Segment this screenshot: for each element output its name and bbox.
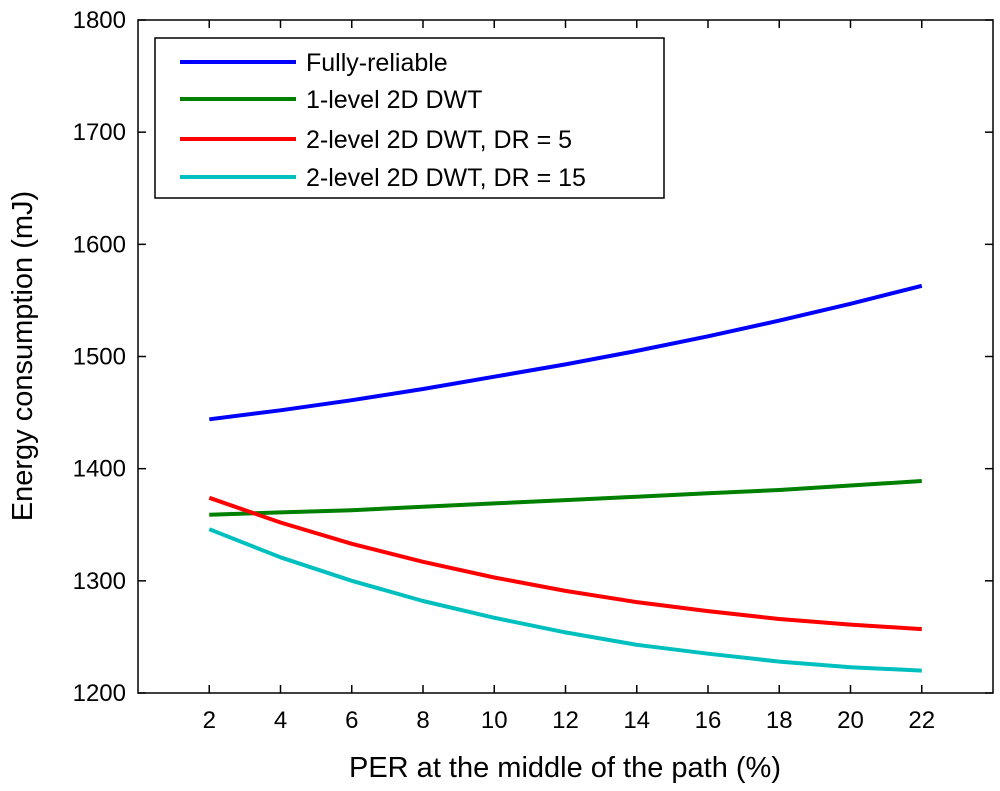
legend-box — [154, 37, 665, 199]
y-tick-label: 1500 — [73, 344, 126, 371]
y-tick-label: 1300 — [73, 568, 126, 595]
x-tick-label: 22 — [908, 707, 935, 734]
series-line-2-level-dwt-dr5 — [208, 495, 922, 632]
legend-label-fully-reliable: Fully-reliable — [306, 49, 448, 77]
y-axis-ticks: 1200 1300 1400 1500 1600 1700 1800 — [73, 7, 993, 707]
y-tick-label: 1200 — [73, 680, 126, 707]
legend-label-2-level-dwt-dr15: 2-level 2D DWT, DR = 15 — [306, 164, 586, 192]
y-tick-label: 1700 — [73, 119, 126, 146]
x-axis-ticks: 2 4 6 8 10 12 14 16 18 20 22 — [203, 20, 935, 734]
x-tick-label: 12 — [552, 707, 579, 734]
series-line-fully-reliable — [209, 283, 923, 422]
y-axis-label: Energy consumption (mJ) — [7, 191, 39, 521]
x-tick-label: 18 — [766, 707, 793, 734]
x-axis-label: PER at the middle of the path (%) — [349, 752, 781, 784]
y-tick-label: 1600 — [73, 231, 126, 258]
x-tick-label: 16 — [695, 707, 722, 734]
y-tick-label: 1400 — [73, 456, 126, 483]
x-tick-label: 2 — [203, 707, 216, 734]
legend: Fully-reliable 1-level 2D DWT 2-level 2D… — [154, 37, 665, 199]
y-tick-label: 1800 — [73, 7, 126, 34]
series-line-2-level-dwt-dr15 — [208, 527, 922, 673]
legend-label-1-level-dwt: 1-level 2D DWT — [306, 86, 482, 114]
series-line-1-level-dwt — [209, 479, 922, 517]
x-tick-label: 6 — [345, 707, 358, 734]
x-tick-label: 20 — [837, 707, 864, 734]
x-tick-label: 10 — [481, 707, 508, 734]
x-tick-label: 8 — [416, 707, 429, 734]
x-tick-label: 4 — [274, 707, 287, 734]
series-lines — [208, 283, 923, 673]
x-tick-label: 14 — [623, 707, 650, 734]
legend-label-2-level-dwt-dr5: 2-level 2D DWT, DR = 5 — [306, 126, 572, 154]
